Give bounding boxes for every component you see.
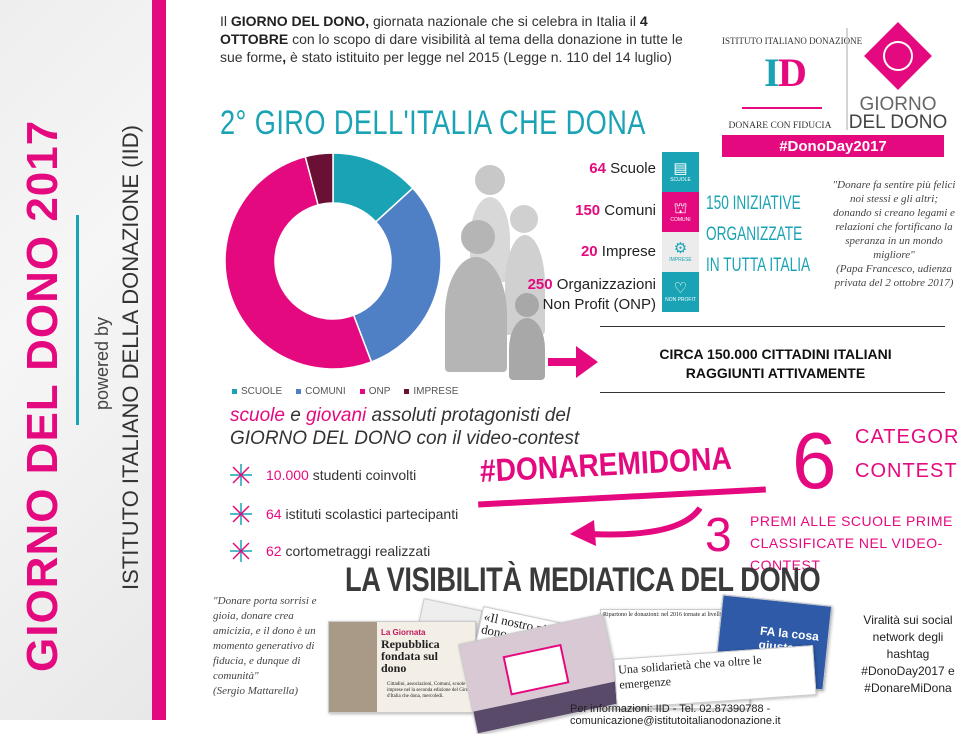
categories-count: 6 [792, 416, 837, 505]
quote-source: (Papa Francesco, udienza privata del 2 o… [834, 263, 954, 289]
press-clip-repubblica: La Giornata Repubblica fondata sul dono … [328, 621, 476, 713]
logo-brand: GIORNO [859, 94, 936, 115]
powered-by: powered by [92, 316, 112, 410]
legend-swatch [404, 388, 410, 394]
intro-bold: , [282, 49, 287, 65]
photo [329, 622, 377, 712]
logo-graphic: I D ISTITUTO ITALIANO DONAZIONE DONARE C… [722, 22, 948, 157]
prizes-label: PREMI ALLE SCUOLE PRIME CLASSIFICATE NEL … [750, 513, 953, 573]
asterisk-icon [230, 540, 252, 562]
citizens-line: CIRCA 150.000 CITTADINI ITALIANI [659, 346, 892, 362]
headline: 2° GIRO DELL'ITALIA CHE DONA [220, 104, 646, 142]
sidebar-title: GIORNO DEL DONO 2017 [18, 119, 67, 672]
count-imprese: 20 Imprese [580, 243, 656, 260]
tile-label: IMPRESE [669, 257, 692, 263]
citizens-reached: CIRCA 150.000 CITTADINI ITALIANI RAGGIUNT… [603, 345, 948, 383]
categories-label: CATEGORIECONTEST [855, 426, 960, 482]
media-title: LA VISIBILITÀ MEDIATICA DEL DONO [345, 561, 821, 599]
count-scuole: 64 Scuole [589, 160, 656, 177]
tile-comuni: ⛫ COMUNI [662, 192, 699, 232]
social-virality: Viralità sui social network degli hashta… [861, 613, 955, 695]
curved-arrow-icon [570, 506, 703, 546]
intro-paragraph: Il GIORNO DEL DONO, giornata nazionale c… [220, 12, 690, 66]
intro-text: giornata nazionale che si celebra in Ita… [369, 13, 640, 29]
citizens-line: RAGGIUNTI ATTIVAMENTE [685, 365, 866, 381]
logo: I D ISTITUTO ITALIANO DONAZIONE DONARE C… [712, 10, 952, 160]
stat-students: 10.000 studenti coinvolti [230, 464, 416, 486]
initiatives-line: ORGANIZZATE [706, 224, 803, 245]
tile-label: COMUNI [670, 217, 691, 223]
people-icon [445, 165, 560, 380]
count-comuni: 150 Comuni [575, 202, 656, 219]
intro-bold: GIORNO DEL DONO, [230, 13, 370, 29]
book-icon: ▤ [673, 160, 688, 177]
asterisk-icon [230, 503, 252, 525]
tile-scuole: ▤ SCUOLE [662, 152, 699, 192]
logo-arc-text: ISTITUTO ITALIANO DONAZIONE [722, 36, 863, 46]
donut-chart [224, 152, 442, 370]
initiatives: 150 INIZIATIVE ORGANIZZATE IN TUTTA ITALIA [706, 188, 810, 281]
mattarella-quote: "Donare porta sorrisi e gioia, donare cr… [213, 595, 317, 697]
tile-label: SCUOLE [670, 177, 691, 183]
schools-headline: scuole e giovani assoluti protagonisti d… [230, 405, 580, 449]
heart-icon: ♡ [673, 280, 688, 297]
clip-body: Cittadini, associazioni, Comuni, scuole … [387, 682, 469, 699]
logo-hashtag: #DonoDay2017 [779, 138, 887, 155]
asterisk-icon [230, 464, 252, 486]
initiatives-line: 150 INIZIATIVE [706, 193, 801, 214]
legend-swatch [232, 388, 237, 394]
tile-imprese: ⚙ IMPRESE [662, 232, 699, 272]
initiatives-line: IN TUTTA ITALIA [706, 255, 811, 276]
tv-logo [502, 643, 570, 696]
legend-item: ONP [359, 386, 391, 397]
gears-icon: ⚙ [673, 240, 688, 257]
legend-label: SCUOLE [241, 386, 283, 397]
legend-swatch [359, 388, 365, 394]
legend-item: SCUOLE [232, 386, 282, 397]
legend-swatch [296, 388, 302, 394]
chart-legend: SCUOLE COMUNI ONP IMPRESE [232, 386, 458, 397]
logo-brand: DEL DONO [849, 112, 948, 133]
intro-text: Il [220, 13, 231, 29]
legend-label: IMPRESE [413, 386, 459, 397]
donut-slice-onp [224, 155, 373, 370]
sidebar-divider [76, 215, 79, 425]
intro-text: con lo scopo di dare visibilità al tema … [220, 31, 683, 65]
logo-mark-i: I [764, 50, 780, 95]
participant-counts: 64 Scuole 150 Comuni 20 Imprese 250 Orga… [500, 155, 656, 315]
legend-item: COMUNI [296, 386, 346, 397]
building-icon: ⛫ [673, 200, 688, 217]
logo-mark-d: D [778, 50, 807, 95]
divider [600, 326, 945, 327]
legend-item: IMPRESE [404, 386, 458, 397]
donut-slice-imprese [304, 152, 334, 206]
clip-headline: Repubblica fondata sul dono [381, 637, 440, 675]
pink-stripe [152, 0, 166, 720]
stat-schools: 64 istituti scolastici partecipanti [230, 503, 458, 525]
sidebar-organization: ISTITUTO ITALIANO DELLA DONAZIONE (IID) [118, 125, 143, 590]
legend-label: ONP [368, 386, 391, 397]
legend-label: COMUNI [305, 386, 346, 397]
donut-slice-comuni [352, 187, 442, 363]
pope-quote: "Donare fa sentire più felici noi stessi… [832, 178, 956, 290]
diamond-icon [864, 22, 932, 90]
tile-non-profit: ♡ NON PROFIT [662, 272, 699, 312]
footer-contact: Per informazioni: IID - Tel. 02.87390788… [570, 703, 781, 727]
tile-label: NON PROFIT [665, 297, 696, 303]
logo-tagline: DONARE CON FIDUCIA [729, 121, 832, 131]
intro-text: è stato istituito per legge nel 2015 (Le… [286, 49, 672, 65]
arrow-right-icon [548, 346, 598, 378]
intro-bold: 4 OTTOBRE [220, 13, 648, 47]
prizes-count: 3 [705, 509, 732, 562]
divider [600, 392, 945, 393]
count-onp: 250 Organizzazioni Non Profit (ONP) [527, 276, 656, 313]
clip-kicker: La Giornata [381, 628, 426, 637]
stat-shorts: 62 cortometraggi realizzati [230, 540, 430, 562]
quote-text: "Donare fa sentire più felici noi stessi… [832, 179, 956, 261]
